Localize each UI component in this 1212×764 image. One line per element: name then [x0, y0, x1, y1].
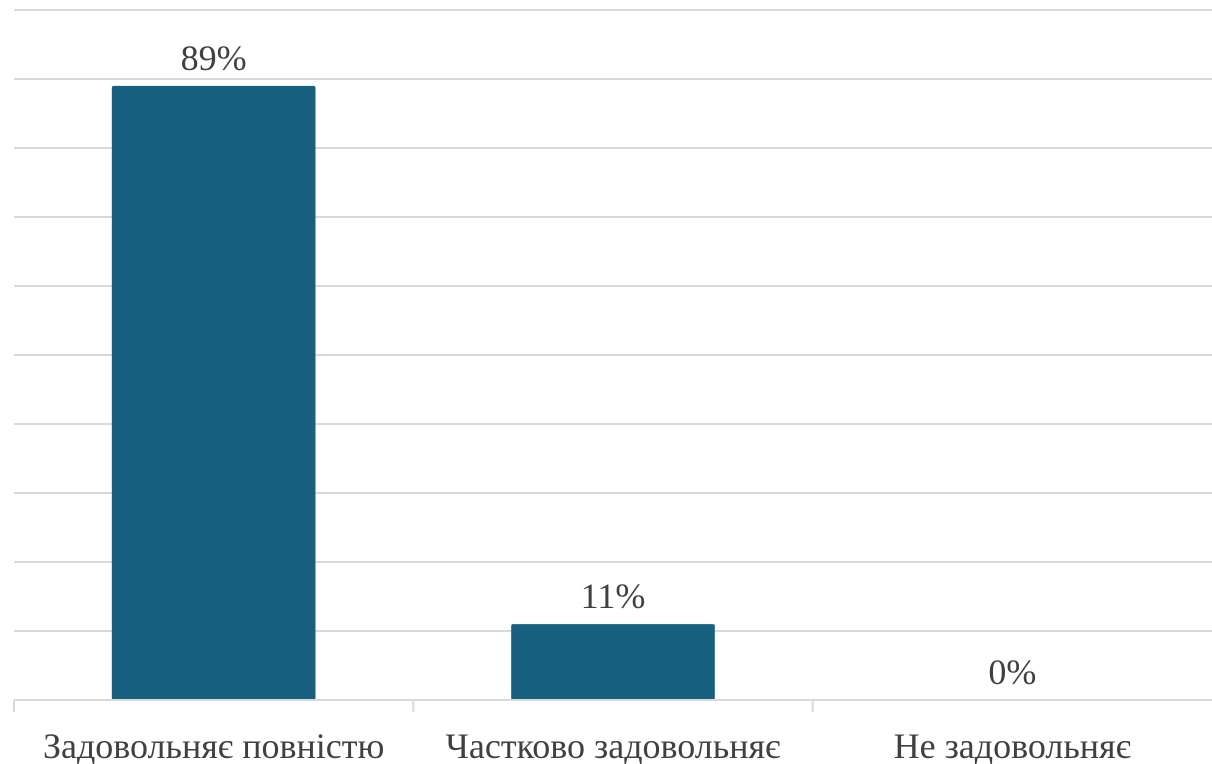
bar	[111, 85, 316, 700]
data-labels: 89% 11% 0%	[181, 38, 1037, 692]
category-labels: Задовольняє повністю Частково задовольняє…	[43, 726, 1131, 764]
category-label: Частково задовольняє	[446, 726, 781, 764]
category-label: Не задовольняє	[894, 726, 1131, 764]
data-label: 11%	[581, 576, 646, 616]
bars	[111, 85, 715, 700]
bar	[511, 624, 715, 700]
data-label: 0%	[988, 652, 1036, 692]
x-axis	[13, 699, 1212, 712]
data-label: 89%	[181, 38, 247, 78]
category-label: Задовольняє повністю	[43, 726, 384, 764]
